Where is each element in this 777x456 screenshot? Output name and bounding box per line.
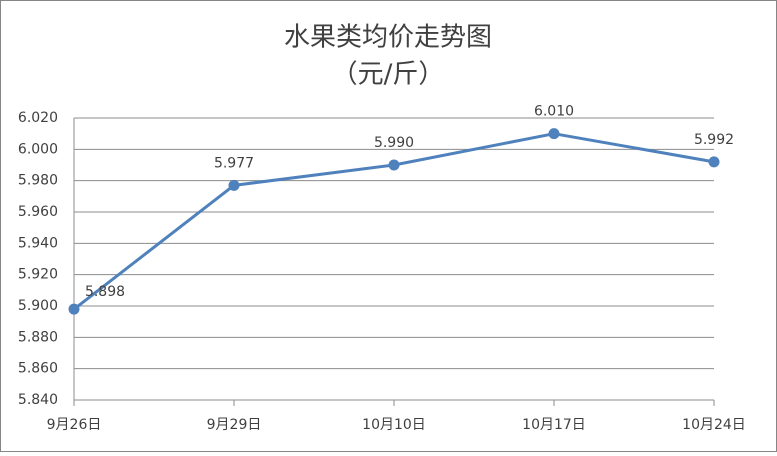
x-tick-label: 9月29日: [207, 417, 262, 433]
y-tick-label: 5.980: [18, 173, 58, 189]
y-tick-label: 5.840: [18, 392, 58, 408]
y-tick-label: 5.940: [18, 235, 58, 251]
chart-title: 水果类均价走势图: [284, 23, 492, 53]
x-tick-label: 10月17日: [522, 417, 586, 433]
x-tick-label: 9月26日: [47, 417, 102, 433]
data-label: 6.010: [534, 104, 574, 120]
data-point: [388, 159, 400, 171]
data-point: [708, 156, 720, 168]
x-tick-label: 10月10日: [362, 417, 426, 433]
x-tick-label: 10月24日: [682, 417, 746, 433]
y-tick-label: 5.880: [18, 329, 58, 345]
data-label: 5.898: [85, 284, 125, 300]
data-point: [548, 128, 560, 140]
data-point: [228, 179, 240, 191]
y-tick-label: 5.960: [18, 204, 58, 220]
data-point: [68, 303, 80, 315]
y-tick-label: 5.860: [18, 361, 58, 377]
data-label: 5.992: [694, 132, 734, 148]
y-tick-label: 5.900: [18, 298, 58, 314]
y-tick-label: 5.920: [18, 267, 58, 283]
data-label: 5.977: [214, 155, 254, 171]
y-tick-label: 6.020: [18, 110, 58, 126]
y-tick-label: 6.000: [18, 141, 58, 157]
data-label: 5.990: [374, 135, 414, 151]
chart-subtitle: （元/斤）: [332, 60, 445, 90]
